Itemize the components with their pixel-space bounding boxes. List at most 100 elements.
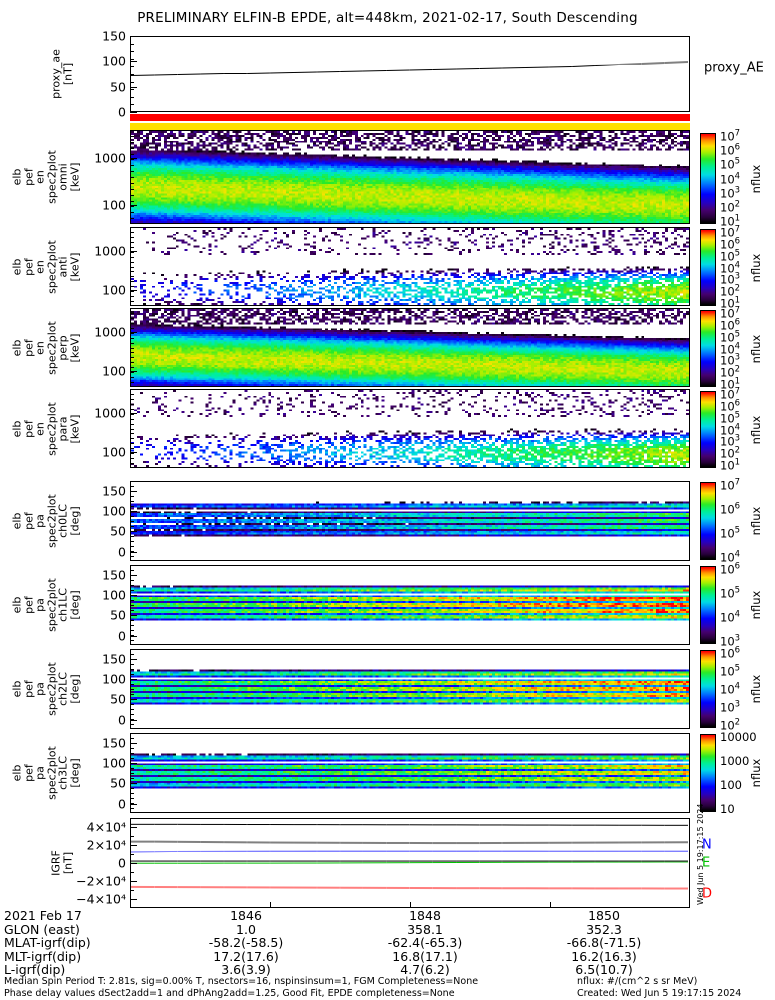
xaxis-footer: 2021 Feb 17 1846 1848 1850 GLON (east) 1.0 358… (4, 909, 775, 977)
colorbar-tick: 102 (720, 364, 741, 380)
ytick-minor (130, 699, 134, 700)
status-bar-red (130, 114, 690, 121)
ytick-label: −2×10⁴ (76, 873, 126, 889)
ytick-minor (130, 630, 134, 631)
panel-ylabel-proxy-ae: proxy_ae [nT] (50, 36, 75, 112)
ylabel-line: en (33, 421, 47, 436)
colorbar-tick: 105 (720, 663, 741, 679)
ytick-label: 1000 (94, 243, 126, 259)
ytick-minor (130, 271, 134, 272)
colorbar-tick: 103 (720, 271, 741, 287)
igrf-legend-d: D (702, 886, 713, 902)
ytick-label: 100 (102, 444, 126, 460)
ytick-label: 0 (118, 628, 126, 644)
ytick-minor (130, 531, 134, 532)
colorbar-tick: 107 (720, 224, 741, 240)
colorbar-elb-pef-en-omni[interactable] (700, 133, 716, 224)
colorbar-elb-pef-pa-ch0lc[interactable] (700, 482, 716, 560)
ytick-label: 0 (118, 544, 126, 560)
ytick-minor (130, 74, 134, 75)
xtick-mark (410, 902, 411, 908)
ytick-minor (130, 59, 134, 60)
panel-elb-pef-en-para[interactable] (130, 389, 690, 468)
colorbar-elb-pef-en-para[interactable] (700, 391, 716, 468)
ytick-label: −4×10⁴ (76, 891, 126, 907)
ytick-minor (130, 595, 134, 596)
ytick-minor (130, 438, 134, 439)
ylabel-line: pa (33, 598, 47, 612)
panel-igrf[interactable] (130, 818, 690, 908)
xaxis-row-value: 358.1 (407, 921, 443, 937)
ytick-minor (130, 854, 134, 855)
footer-notes-right: nflux: #/(cm^2 s sr MeV) Created: Wed Jun… (577, 976, 741, 999)
ytick-label: 1000 (94, 150, 126, 166)
ytick-minor (130, 625, 134, 626)
ytick-minor (130, 343, 134, 344)
colorbar-tick: 102 (720, 199, 741, 215)
colorbar-elb-pef-pa-ch2lc[interactable] (700, 650, 716, 728)
ytick-minor (130, 605, 134, 606)
colorbar-tick: 102 (720, 717, 741, 733)
colorbar-elb-pef-pa-ch3lc[interactable] (700, 734, 716, 812)
ytick-minor (130, 44, 134, 45)
colorbar-elb-pef-en-perp[interactable] (700, 310, 716, 387)
ytick-minor (130, 458, 134, 459)
colorbar-tick: 102 (720, 445, 741, 461)
ylabel-line: elb (10, 512, 24, 530)
colorbar-title: nflux (749, 164, 763, 193)
colorbar-title: nflux (749, 674, 763, 704)
ytick-minor (130, 556, 134, 557)
ytick-minor (130, 827, 134, 828)
nflux-units-note: nflux: #/(cm^2 s sr MeV) (577, 976, 698, 987)
ytick-minor (130, 189, 134, 190)
panel-elb-pef-en-perp[interactable] (130, 308, 690, 387)
ytick-minor (130, 66, 134, 67)
panel-canvas-elb-pef-pa-ch1lc (131, 566, 689, 644)
xaxis-row-value: 17.2(17.6) (213, 948, 279, 964)
ytick-minor (130, 281, 134, 282)
colorbar-elb-pef-en-anti[interactable] (700, 229, 716, 306)
panel-proxy-ae[interactable] (130, 36, 690, 112)
ytick-minor (130, 419, 134, 420)
ytick-mark (130, 36, 137, 37)
ytick-minor (130, 252, 134, 253)
ytick-minor (130, 501, 134, 502)
ytick-label: 1000 (94, 405, 126, 421)
colorbar-tick: 104 (720, 260, 741, 275)
ytick-mark (130, 552, 137, 553)
ytick-minor (130, 635, 134, 636)
ytick-minor (130, 664, 134, 665)
panel-elb-pef-pa-ch1lc[interactable] (130, 565, 690, 645)
colorbar-elb-pef-pa-ch1lc[interactable] (700, 566, 716, 644)
ytick-label: 100 (102, 755, 126, 771)
panel-elb-pef-pa-ch2lc[interactable] (130, 649, 690, 729)
ytick-minor (130, 768, 134, 769)
ytick-minor (130, 291, 134, 292)
colorbar-tick: 104 (720, 341, 741, 356)
panel-elb-pef-pa-ch0lc[interactable] (130, 481, 690, 561)
colorbar-tick: 106 (720, 398, 741, 414)
colorbar-tick: 107 (720, 477, 741, 493)
panel-elb-pef-en-omni[interactable] (130, 130, 690, 224)
panel-elb-pef-en-anti[interactable] (130, 227, 690, 306)
colorbar-title: nflux (749, 758, 763, 788)
ytick-minor (130, 443, 134, 444)
panel-right-label: proxy_AE (704, 60, 764, 76)
ytick-minor (130, 890, 134, 891)
ytick-minor (130, 433, 134, 434)
ytick-minor (130, 399, 134, 400)
ytick-minor (130, 257, 134, 258)
panel-canvas-elb-pef-en-omni (131, 131, 689, 223)
xaxis-row-value: 1850 (588, 908, 620, 923)
created-note: Created: Wed Jun 5 19:17:15 2024 (577, 987, 742, 999)
ytick-label: 50 (110, 775, 126, 791)
panel-canvas-elb-pef-en-anti (131, 228, 689, 305)
ytick-minor (130, 286, 134, 287)
ytick-label: 50 (110, 691, 126, 707)
ytick-label: 100 (102, 363, 126, 379)
ylabel-line: [keV] (68, 162, 81, 192)
colorbar-tick: 101 (720, 376, 741, 392)
xaxis-row-value: 3.6(3.9) (221, 962, 271, 978)
panel-elb-pef-pa-ch3lc[interactable] (130, 733, 690, 813)
ytick-mark (130, 332, 137, 333)
